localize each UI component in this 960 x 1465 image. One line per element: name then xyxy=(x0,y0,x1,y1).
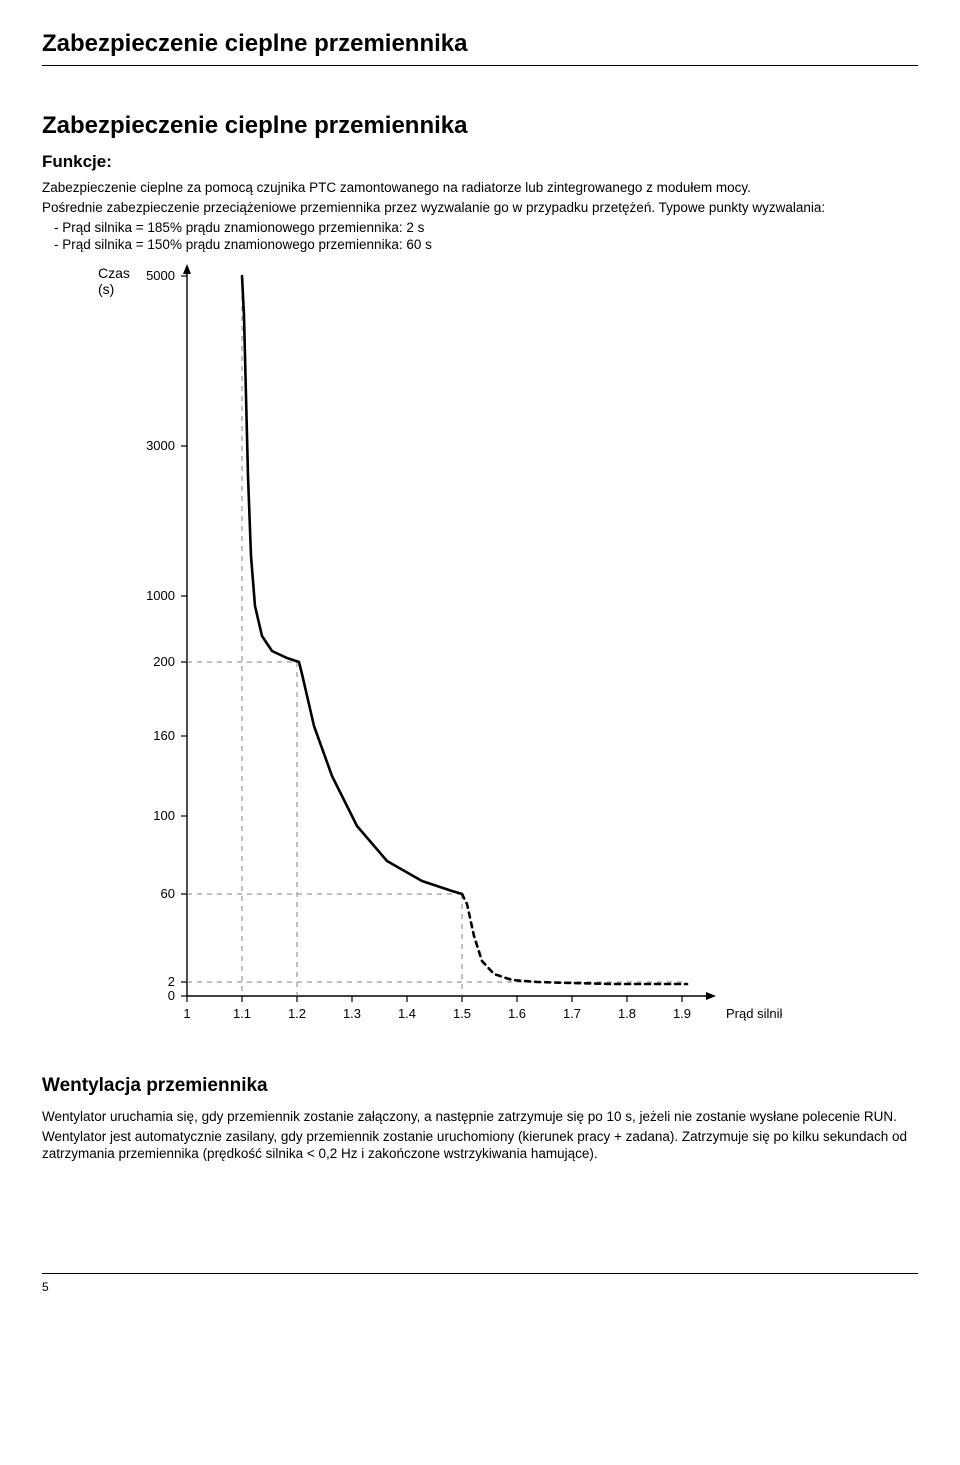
svg-text:200: 200 xyxy=(153,654,175,669)
svg-text:1.9: 1.9 xyxy=(673,1006,691,1021)
svg-text:Prąd silnika / In przemiennika: Prąd silnika / In przemiennika xyxy=(726,1006,782,1021)
svg-text:1.2: 1.2 xyxy=(288,1006,306,1021)
svg-text:1.7: 1.7 xyxy=(563,1006,581,1021)
ventilation-paragraph-1: Wentylator uruchamia się, gdy przemienni… xyxy=(42,1108,918,1126)
ventilation-title: Wentylacja przemiennika xyxy=(42,1074,918,1099)
bullet-item: Prąd silnika = 150% prądu znamionowego p… xyxy=(54,236,918,254)
svg-text:1: 1 xyxy=(183,1006,190,1021)
svg-text:160: 160 xyxy=(153,728,175,743)
bullet-list: Prąd silnika = 185% prądu znamionowego p… xyxy=(54,219,918,254)
svg-text:1.1: 1.1 xyxy=(233,1006,251,1021)
svg-text:2: 2 xyxy=(168,974,175,989)
svg-text:1.6: 1.6 xyxy=(508,1006,526,1021)
svg-text:1000: 1000 xyxy=(146,588,175,603)
functions-heading: Funkcje: xyxy=(42,151,918,173)
page-number: 5 xyxy=(42,1280,49,1294)
trip-time-chart: Czas(s) 5000 3000 1000 200 160 100 60 201 1.1 1.2 1… xyxy=(42,256,918,1046)
svg-text:3000: 3000 xyxy=(146,438,175,453)
svg-text:100: 100 xyxy=(153,808,175,823)
svg-text:Czas: Czas xyxy=(98,265,130,281)
page-title: Zabezpieczenie cieplne przemiennika xyxy=(42,28,918,59)
ventilation-paragraph-2: Wentylator jest automatycznie zasilany, … xyxy=(42,1128,918,1163)
intro-paragraph-1: Zabezpieczenie cieplne za pomocą czujnik… xyxy=(42,179,918,197)
bullet-item: Prąd silnika = 185% prądu znamionowego p… xyxy=(54,219,918,237)
svg-text:(s): (s) xyxy=(98,281,114,297)
svg-text:1.3: 1.3 xyxy=(343,1006,361,1021)
svg-text:1.8: 1.8 xyxy=(618,1006,636,1021)
intro-paragraph-2: Pośrednie zabezpieczenie przeciążeniowe … xyxy=(42,199,918,217)
svg-text:1.5: 1.5 xyxy=(453,1006,471,1021)
section-title: Zabezpieczenie cieplne przemiennika xyxy=(42,110,918,141)
svg-text:0: 0 xyxy=(168,988,175,1003)
svg-text:1.4: 1.4 xyxy=(398,1006,416,1021)
page-footer: 5 xyxy=(42,1273,918,1296)
svg-text:60: 60 xyxy=(161,886,175,901)
svg-text:5000: 5000 xyxy=(146,268,175,283)
chart-svg: Czas(s) 5000 3000 1000 200 160 100 60 201 1.1 1.2 1… xyxy=(42,256,782,1046)
